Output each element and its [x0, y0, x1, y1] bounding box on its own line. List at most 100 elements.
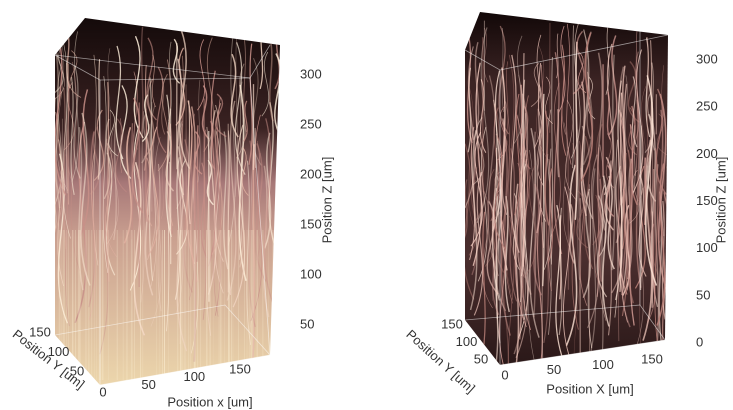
box-edge: [99, 77, 251, 81]
fiber: [504, 195, 510, 313]
fiber: [161, 165, 164, 219]
fiber: [62, 43, 71, 239]
fiber: [102, 76, 109, 273]
fiber: [632, 125, 636, 194]
fiber: [108, 109, 119, 157]
fiber: [256, 140, 262, 242]
fiber: [277, 84, 280, 247]
fiber: [611, 165, 623, 294]
fiber: [540, 64, 544, 248]
fiber: [534, 208, 543, 365]
fibers: [55, 25, 280, 380]
fiber: [573, 211, 586, 365]
fiber: [238, 84, 247, 282]
fiber: [472, 62, 482, 266]
y-tick-label: 100: [456, 334, 478, 349]
fiber: [469, 130, 478, 311]
fiber: [120, 85, 132, 179]
fiber: [615, 66, 626, 244]
fiber: [227, 130, 231, 296]
z-axis-label: Position Z [um]: [713, 157, 728, 244]
fiber: [248, 140, 256, 328]
fiber: [553, 52, 563, 255]
fiber: [203, 37, 214, 152]
fiber: [661, 201, 666, 320]
fiber: [120, 118, 123, 173]
z-tick-label: 150: [696, 193, 718, 208]
fiber: [134, 73, 138, 150]
fiber: [88, 131, 96, 308]
fiber: [522, 53, 525, 267]
y-tick-label: 150: [29, 324, 51, 339]
fiber: [256, 152, 262, 261]
z-tick-label: 50: [696, 287, 710, 302]
fiber: [140, 111, 145, 303]
z-tick-label: 200: [696, 146, 718, 161]
z-tick-label: 100: [300, 266, 322, 281]
fiber: [65, 62, 68, 194]
fiber: [626, 149, 634, 304]
fiber: [70, 61, 81, 272]
fiber: [637, 86, 648, 202]
z-tick-label: 150: [300, 216, 322, 231]
fiber: [477, 126, 488, 282]
fiber: [577, 129, 580, 280]
fiber: [625, 75, 629, 153]
fiber: [580, 32, 594, 182]
y-tick-label: 150: [441, 316, 463, 331]
x-axis-label: Position x [um]: [167, 394, 252, 409]
fiber: [621, 188, 631, 328]
fiber: [536, 108, 544, 186]
fiber: [565, 99, 578, 202]
fiber: [61, 118, 64, 171]
fiber: [556, 33, 559, 79]
fiber: [465, 143, 475, 300]
fiber: [533, 183, 543, 296]
x-tick-label: 0: [501, 367, 508, 382]
fiber: [529, 128, 540, 338]
fiber: [656, 163, 666, 326]
fiber: [193, 131, 203, 175]
fiber: [596, 52, 606, 231]
z-tick-label: 100: [696, 240, 718, 255]
fiber: [193, 151, 197, 362]
fiber: [74, 121, 87, 324]
y-tick-label: 50: [70, 363, 84, 378]
fiber: [71, 31, 79, 182]
fiber: [517, 74, 522, 160]
fiber: [141, 94, 150, 143]
fiber: [202, 129, 207, 320]
fiber: [565, 164, 578, 346]
fiber: [107, 82, 110, 282]
volume-right: [464, 12, 669, 366]
fiber: [608, 160, 612, 336]
fiber: [484, 168, 496, 267]
fiber: [635, 99, 642, 288]
fiber: [73, 65, 81, 179]
fiber: [572, 25, 574, 169]
fiber: [474, 138, 485, 222]
fiber: [115, 45, 124, 160]
fiber: [66, 76, 72, 179]
fiber: [558, 207, 563, 336]
fiber: [89, 126, 100, 195]
fiber: [606, 91, 611, 140]
fiber: [598, 184, 607, 257]
z-tick-label: 250: [696, 99, 718, 114]
fiber: [62, 87, 67, 250]
fiber: [178, 29, 191, 170]
fiber: [175, 47, 186, 126]
fiber: [547, 168, 553, 264]
fiber: [566, 23, 572, 165]
fiber: [496, 195, 501, 344]
fiber: [657, 93, 668, 300]
fiber: [69, 50, 82, 98]
fiber: [492, 99, 500, 301]
fiber: [512, 183, 520, 365]
fiber: [226, 100, 237, 301]
fiber: [123, 127, 133, 244]
fiber: [236, 63, 246, 159]
fiber: [63, 82, 75, 151]
fiber: [558, 25, 566, 113]
